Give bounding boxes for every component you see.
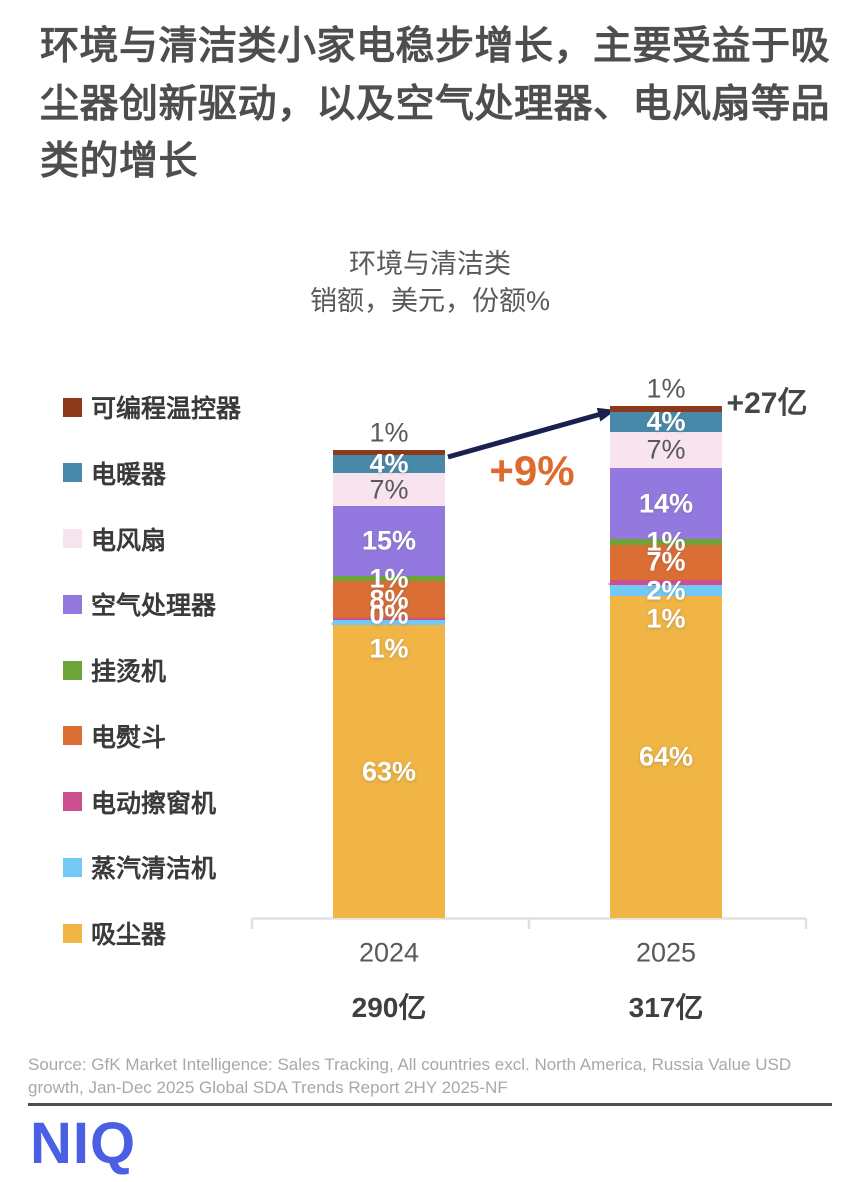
bar-segment-蒸汽清洁机: [333, 620, 445, 626]
bar-segment-空气处理器: [333, 506, 445, 577]
chart-subtitle-metric: 销额，美元，份额%: [309, 286, 550, 317]
x-axis-label-2024: 2024: [358, 937, 420, 968]
legend-label: 电风扇: [91, 526, 167, 555]
bar-segment-电暖器: [333, 454, 445, 474]
legend-label: 吸尘器: [91, 921, 167, 949]
bar-segment-空气处理器: [610, 467, 722, 540]
bar-segment-蒸汽清洁机: [610, 585, 722, 596]
stacked-bar-2025: [610, 406, 722, 918]
bar-segment-电动擦窗机: [610, 580, 722, 586]
segment-value-label-电熨斗: 8%: [369, 584, 409, 615]
segment-value-label-电暖器: 4%: [369, 448, 409, 479]
legend-item-8: 蒸汽清洁机: [63, 850, 216, 884]
bar-segment-电暖器: [610, 411, 722, 432]
bar-segment-电熨斗: [610, 544, 722, 581]
legend-item-4: 空气处理器: [63, 587, 216, 621]
x-axis-label-2025: 2025: [635, 937, 697, 968]
bar-total-2025: 317亿: [628, 992, 704, 1023]
legend-label: 电暖器: [91, 460, 167, 489]
segment-value-label-吸尘器: 64%: [638, 741, 694, 772]
bar-segment-电风扇: [610, 432, 722, 468]
source-note: Source: GfK Market Intelligence: Sales T…: [28, 1055, 792, 1097]
x-axis: [250, 917, 808, 929]
segment-value-label-电熨斗: 7%: [646, 546, 686, 577]
legend-label: 蒸汽清洁机: [91, 855, 217, 884]
legend-label: 电熨斗: [91, 723, 167, 752]
bar-segment-电熨斗: [333, 581, 445, 619]
legend-item-7: 电动擦窗机: [63, 785, 216, 819]
segment-value-label-可编程温控器: 1%: [646, 373, 686, 404]
segment-value-label-电风扇: 7%: [646, 434, 686, 465]
bar-segment-电风扇: [333, 473, 445, 507]
bar-segment-挂烫机: [610, 539, 722, 545]
legend-label: 空气处理器: [91, 592, 217, 621]
niq-logo: NIQ: [30, 1111, 137, 1176]
bar-segment-可编程温控器: [610, 406, 722, 412]
legend-swatch-icon: [63, 726, 82, 746]
legend-item-2: 电暖器: [63, 456, 166, 490]
legend-swatch-icon: [63, 397, 82, 417]
segment-value-label-空气处理器: 15%: [361, 525, 417, 556]
bar-segment-可编程温控器: [333, 450, 445, 455]
bar-segment-电动擦窗机: [333, 618, 445, 621]
segment-value-label-可编程温控器: 1%: [369, 417, 409, 448]
segment-value-label-吸尘器: 63%: [361, 756, 417, 787]
legend-swatch-icon: [63, 660, 82, 680]
legend-swatch-icon: [63, 463, 82, 483]
legend-item-6: 电熨斗: [63, 719, 166, 753]
segment-value-label-挂烫机: 1%: [369, 563, 409, 594]
segment-value-label-蒸汽清洁机: 1%: [369, 633, 409, 664]
segment-value-label-电风扇: 7%: [369, 474, 409, 505]
growth-percent-label: +9%: [489, 447, 575, 494]
footer-divider: [28, 1103, 832, 1106]
stacked-bar-2024: [333, 450, 445, 918]
growth-absolute-label: +27亿: [726, 387, 808, 420]
legend-label: 电动擦窗机: [91, 789, 217, 818]
segment-value-label-挂烫机: 1%: [646, 526, 686, 557]
legend-label: 可编程温控器: [91, 395, 242, 423]
bar-segment-挂烫机: [333, 576, 445, 582]
legend-label: 挂烫机: [91, 658, 167, 686]
legend-item-5: 挂烫机: [63, 653, 166, 687]
legend-item-1: 可编程温控器: [63, 390, 241, 424]
chart-subtitle-category: 环境与清洁类: [349, 249, 511, 279]
segment-value-label-电动擦窗机: 1%: [646, 603, 686, 634]
chart-subtitle: 环境与清洁类 销额，美元，份额%: [130, 246, 730, 321]
segment-value-label-电暖器: 4%: [646, 406, 686, 437]
legend-swatch-icon: [63, 923, 82, 943]
legend-swatch-icon: [63, 857, 82, 877]
bar-segment-吸尘器: [610, 595, 722, 918]
legend-swatch-icon: [63, 529, 82, 548]
legend-swatch-icon: [63, 792, 82, 811]
legend-swatch-icon: [63, 594, 82, 614]
bar-segment-吸尘器: [333, 625, 445, 918]
legend-item-9: 吸尘器: [63, 916, 166, 950]
segment-value-label-空气处理器: 14%: [638, 488, 694, 519]
legend-item-3: 电风扇: [63, 522, 166, 556]
page-title: 环境与清洁类小家电稳步增长，主要受益于吸尘器创新驱动，以及空气处理器、电风扇等品…: [40, 25, 831, 184]
segment-value-label-蒸汽清洁机: 2%: [646, 575, 686, 606]
bar-total-2024: 290亿: [351, 992, 427, 1023]
segment-value-label-电动擦窗机: 0%: [369, 599, 409, 630]
